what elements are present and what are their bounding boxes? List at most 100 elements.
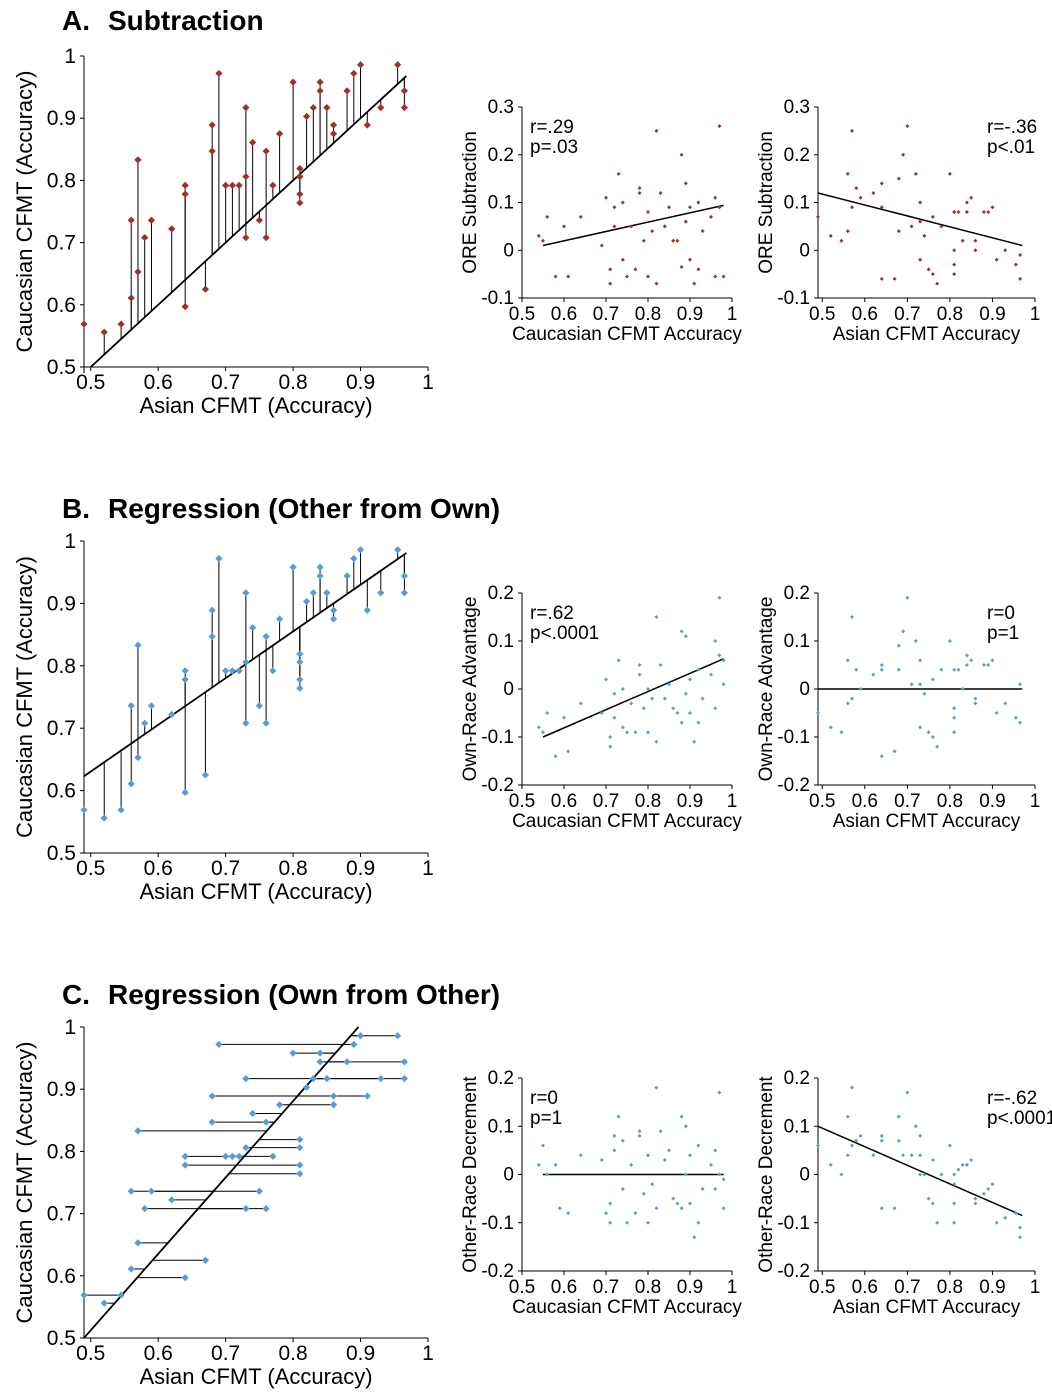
y-tick-label: 0.5 — [47, 356, 76, 379]
data-point — [612, 1133, 617, 1138]
data-point — [117, 1291, 125, 1299]
data-point — [400, 572, 408, 580]
x-axis-label: Asian CFMT (Accuracy) — [139, 1364, 372, 1389]
data-point — [235, 181, 243, 189]
data-point — [215, 1040, 223, 1049]
y-tick-label: 0 — [503, 679, 514, 700]
data-point — [356, 1032, 365, 1040]
data-point — [296, 199, 304, 207]
data-point — [235, 1152, 243, 1160]
data-point — [973, 1196, 978, 1201]
chart-B-left: -0.2 -0.1 0 0.1 0.2 0.5 0.6 0.7 0.8 0.9 1Caucasian… — [460, 583, 742, 832]
data-point — [683, 634, 688, 639]
data-point — [296, 1144, 304, 1152]
x-tick-label: 0.6 — [144, 371, 173, 394]
data-point — [658, 1129, 663, 1134]
data-point — [1003, 248, 1008, 253]
data-point — [679, 720, 684, 725]
data-point — [350, 1040, 358, 1049]
data-point — [208, 632, 216, 641]
data-point — [713, 1186, 718, 1191]
x-tick-label: 0.6 — [852, 791, 878, 812]
data-point — [662, 1158, 667, 1163]
x-tick-label: 0.9 — [677, 1277, 703, 1298]
y-axis-label: Caucasian CFMT (Accuracy) — [12, 1042, 37, 1324]
data-point — [947, 639, 952, 643]
data-point — [394, 546, 402, 554]
data-point — [709, 672, 713, 677]
y-axis-label: Caucasian CFMT (Accuracy) — [12, 71, 37, 353]
data-point — [134, 753, 142, 762]
y-tick-label: 0.7 — [47, 232, 76, 255]
data-point — [208, 147, 216, 155]
data-point — [717, 1090, 722, 1095]
data-point — [994, 257, 999, 262]
y-tick-label: 0.5 — [47, 842, 76, 865]
panel-b-letter: B. — [62, 493, 90, 524]
data-point — [675, 238, 680, 243]
data-point — [1013, 1211, 1018, 1216]
data-point — [323, 104, 331, 112]
x-tick-label: 0.8 — [635, 1277, 661, 1298]
data-point — [363, 606, 371, 614]
data-point — [952, 715, 957, 720]
data-point — [964, 200, 969, 205]
data-point — [127, 780, 135, 788]
data-point — [918, 1172, 923, 1177]
y-tick-label: 0.9 — [47, 1078, 76, 1101]
data-point — [956, 667, 961, 672]
data-point — [80, 806, 88, 814]
data-point — [215, 69, 223, 78]
data-point — [816, 214, 820, 219]
y-tick-label: 0.8 — [47, 655, 76, 678]
data-point — [302, 1083, 311, 1091]
data-point — [181, 788, 189, 797]
y-tick-label: 0.1 — [784, 631, 810, 652]
data-point — [956, 1167, 961, 1172]
data-point — [400, 104, 408, 112]
data-point — [181, 667, 189, 675]
data-point — [713, 639, 718, 643]
y-tick-label: -0.1 — [777, 288, 810, 309]
data-point — [939, 1172, 944, 1177]
data-point — [854, 186, 859, 191]
data-point — [845, 171, 850, 176]
data-point — [329, 615, 338, 623]
data-point — [350, 69, 358, 78]
data-point — [952, 248, 957, 253]
y-tick-label: 0 — [799, 679, 810, 700]
y-tick-label: -0.2 — [481, 1261, 514, 1282]
data-point — [637, 186, 642, 191]
data-point — [654, 1206, 659, 1211]
y-tick-label: 1 — [64, 530, 76, 553]
x-axis-label: Asian CFMT Accuracy — [833, 1297, 1021, 1318]
data-point — [578, 1153, 583, 1158]
data-point — [964, 210, 969, 215]
data-point — [918, 1133, 923, 1138]
y-axis-label: Other-Race Decrement — [756, 1076, 777, 1273]
y-tick-label: 0.2 — [488, 145, 514, 166]
data-point — [228, 181, 236, 189]
y-tick-label: 1 — [64, 1016, 76, 1039]
data-point — [181, 190, 189, 198]
chart-C-main: 0.5 0.6 0.7 0.8 0.9 1 0.5 0.6 0.7 0.8 0.9 1 Asian CF… — [12, 1016, 434, 1389]
data-point — [255, 702, 263, 710]
data-point — [316, 87, 324, 95]
data-point — [296, 684, 304, 692]
data-point — [356, 61, 365, 69]
data-point — [296, 1161, 304, 1169]
data-point — [208, 1092, 216, 1100]
data-point — [100, 814, 108, 822]
data-point — [269, 181, 277, 189]
reference-line — [83, 1026, 360, 1339]
data-point — [1018, 253, 1023, 258]
data-point — [939, 667, 944, 672]
data-point — [1018, 720, 1023, 725]
panel-b-title: Regression (Other from Own) — [108, 493, 500, 524]
data-point — [679, 629, 684, 634]
y-axis-label: Other-Race Decrement — [460, 1076, 481, 1273]
data-point — [242, 234, 250, 242]
x-tick-label: 0.6 — [144, 857, 173, 880]
data-point — [262, 719, 270, 727]
data-point — [879, 1133, 884, 1138]
